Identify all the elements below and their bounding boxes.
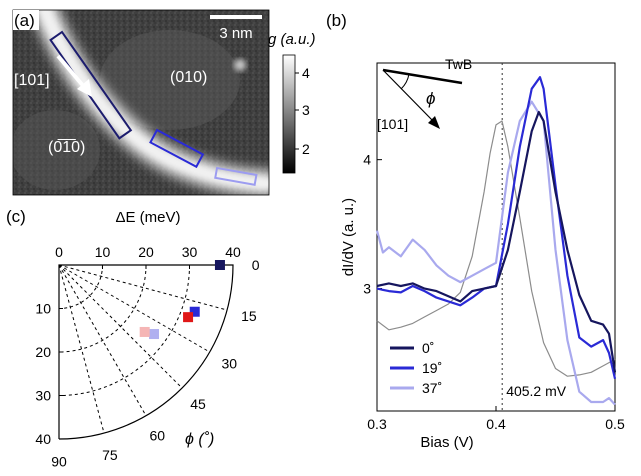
inset-phi-label: ϕ: [426, 89, 435, 108]
grid-spoke: [58, 264, 105, 434]
direction-label: [101]: [14, 72, 50, 89]
series-line-1: [376, 76, 617, 380]
inset-direction-label: [101]: [377, 116, 408, 132]
x-tick-label: 0.3: [367, 416, 387, 432]
box-37deg: [214, 166, 258, 186]
reference-line-label: 405.2 mV: [506, 383, 567, 399]
radial-tick-label: 30: [182, 244, 198, 260]
y-axis-label: dI/dV (a. u.): [340, 198, 357, 276]
grid-spoke: [58, 264, 183, 389]
series-line-0: [376, 110, 617, 373]
panel-a-label-bg: [13, 10, 39, 30]
inset-twb-label: TwB: [445, 56, 472, 72]
colorbar-tick: 4: [302, 65, 310, 81]
stm-image: 3 nm [101] (010) (0̅1̅0): [13, 10, 269, 195]
x-tick-label: 0.5: [605, 416, 625, 432]
polar-point-4: [139, 326, 150, 337]
panel-a: 3 nm [101] (010) (0̅1̅0) (a) g (a.u.) 4 …: [12, 9, 316, 196]
radial-tick-label: 40: [225, 244, 241, 260]
radial-tick-label: 40: [35, 431, 51, 447]
panel-a-label: (a): [14, 11, 35, 30]
panel-c: (c) ΔE (meV) 0 10 20 30 40 10 20 30 40 0 15 30 45 60 7…: [6, 207, 260, 470]
legend-entry: 19˚: [422, 360, 442, 376]
angle-tick-label: 90: [51, 454, 67, 470]
y-tick-label: 3: [363, 281, 371, 297]
polar-angle-label: ϕ (˚): [185, 431, 214, 448]
geometry-inset: TwB ϕ [101]: [377, 56, 472, 132]
grid-spoke: [58, 264, 228, 311]
panel-c-label: (c): [6, 207, 26, 226]
series-line-3: [376, 120, 616, 377]
legend-entry: 37˚: [422, 380, 442, 396]
polar-title: ΔE (meV): [115, 209, 180, 226]
colorbar-tick: 3: [302, 102, 310, 118]
colorbar: g (a.u.) 4 3 2: [268, 31, 316, 174]
scale-bar-label: 3 nm: [219, 25, 252, 42]
grid-spoke: [58, 264, 210, 353]
radial-tick-label: 20: [138, 244, 154, 260]
radial-tick-label: 10: [35, 301, 51, 317]
box-19deg: [149, 128, 205, 169]
spectra-plot: 0.3 0.4 0.5 3 4 405.2 mV: [363, 62, 625, 432]
grid-arc: [58, 264, 190, 396]
radial-tick-label: 0: [55, 244, 63, 260]
radial-tick-label: 10: [95, 244, 111, 260]
angle-tick-label: 15: [241, 308, 257, 324]
polar-plot: 0 10 20 30 40 10 20 30 40 0 15 30 45 60 75 90: [35, 244, 259, 470]
region-lower-label: (0̅1̅0): [48, 138, 85, 156]
radial-tick-label: 30: [35, 388, 51, 404]
angle-tick-label: 30: [221, 355, 237, 371]
polar-point-3: [149, 329, 160, 340]
y-tick-label: 4: [363, 152, 371, 168]
angle-tick-label: 0: [252, 257, 260, 273]
x-axis-label: Bias (V): [420, 434, 473, 451]
panel-b: (b) 0.3 0.4 0.5 3 4 405.2 mV Bias (V) dI/dV …: [326, 11, 625, 451]
region-upper-label: (010): [170, 69, 207, 86]
polar-frame: [58, 264, 234, 440]
angle-tick-label: 75: [102, 447, 118, 463]
angle-tick-label: 60: [150, 427, 166, 443]
panel-b-label: (b): [326, 11, 347, 30]
angle-tick-label: 45: [190, 396, 206, 412]
polar-point-1: [189, 306, 200, 317]
colorbar-tick: 2: [302, 141, 310, 157]
legend: 0˚ 19˚ 37˚: [390, 340, 442, 396]
grid-spoke: [58, 264, 147, 416]
radial-tick-label: 20: [35, 344, 51, 360]
polar-point-0: [214, 260, 225, 270]
colorbar-title: g (a.u.): [268, 31, 316, 48]
series-line-2: [375, 100, 616, 406]
polar-point-2: [183, 312, 194, 323]
x-tick-label: 0.4: [486, 416, 506, 432]
legend-entry: 0˚: [422, 340, 434, 356]
grid-arc: [58, 264, 103, 309]
direction-arrow: [56, 54, 92, 97]
plot-frame: [376, 62, 616, 412]
